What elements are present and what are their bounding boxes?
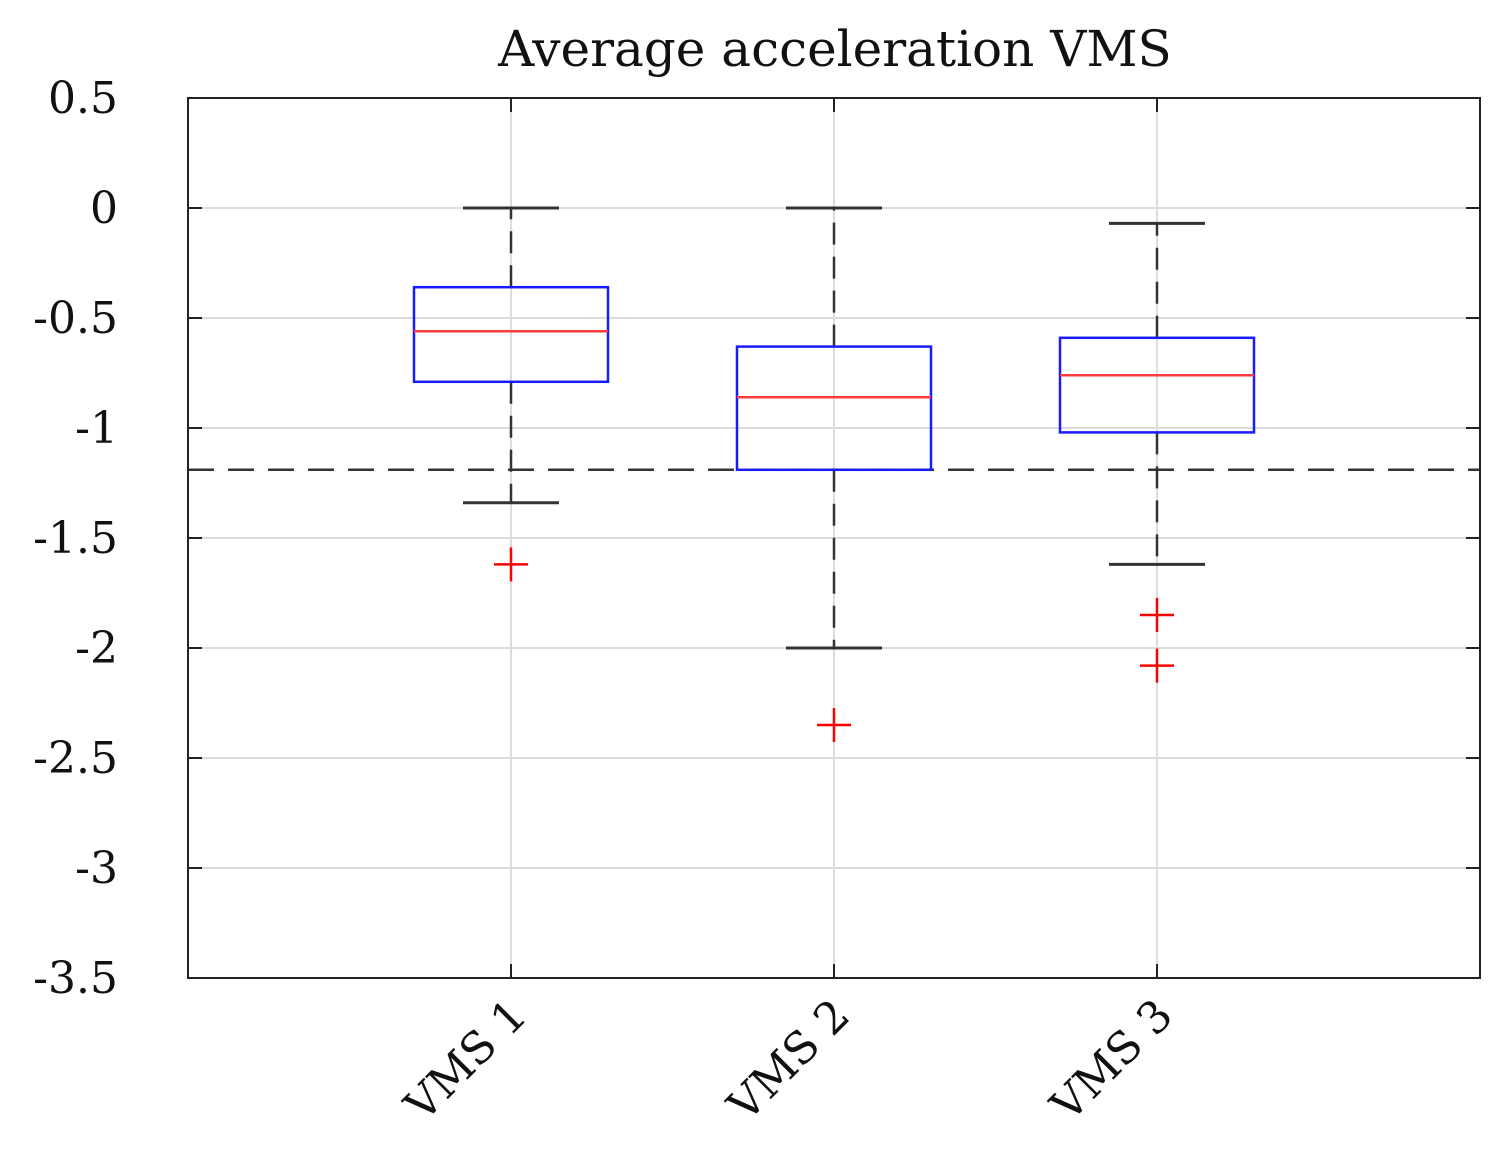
- y-tick-label: -0.5: [33, 293, 118, 344]
- iqr-box: [412, 285, 610, 384]
- outlier-marker: [494, 547, 528, 582]
- y-tick-label: -2.5: [33, 733, 118, 784]
- y-tick-label: -2: [75, 623, 118, 674]
- chart-title: Average acceleration VMS: [497, 20, 1172, 78]
- iqr-box: [735, 345, 933, 472]
- y-tick-label: 0: [90, 183, 118, 234]
- box-group-1: [412, 206, 610, 582]
- outlier-marker: [1140, 648, 1174, 683]
- y-tick-label: -3: [75, 843, 118, 894]
- box-group-3: [1058, 221, 1256, 683]
- iqr-box: [1058, 336, 1256, 434]
- outlier-marker: [817, 708, 851, 742]
- x-category-label: VMS 1: [395, 990, 537, 1132]
- x-category-label: VMS 3: [1041, 990, 1183, 1132]
- x-category-label: VMS 2: [718, 990, 860, 1132]
- y-tick-label: -3.5: [33, 953, 118, 1004]
- outlier-marker: [1140, 598, 1174, 632]
- boxes: [412, 206, 1256, 742]
- y-tick-label: 0.5: [48, 73, 118, 124]
- box-group-2: [735, 206, 933, 742]
- axis-labels: 0.5 0 -0.5 -1 -1.5 -2 -2.5 -3 -3.5 VMS 1 VMS 2 VMS …: [33, 73, 1183, 1132]
- y-tick-label: -1.5: [33, 513, 118, 564]
- y-tick-label: -1: [75, 403, 118, 454]
- axis-ticks: [188, 97, 1480, 979]
